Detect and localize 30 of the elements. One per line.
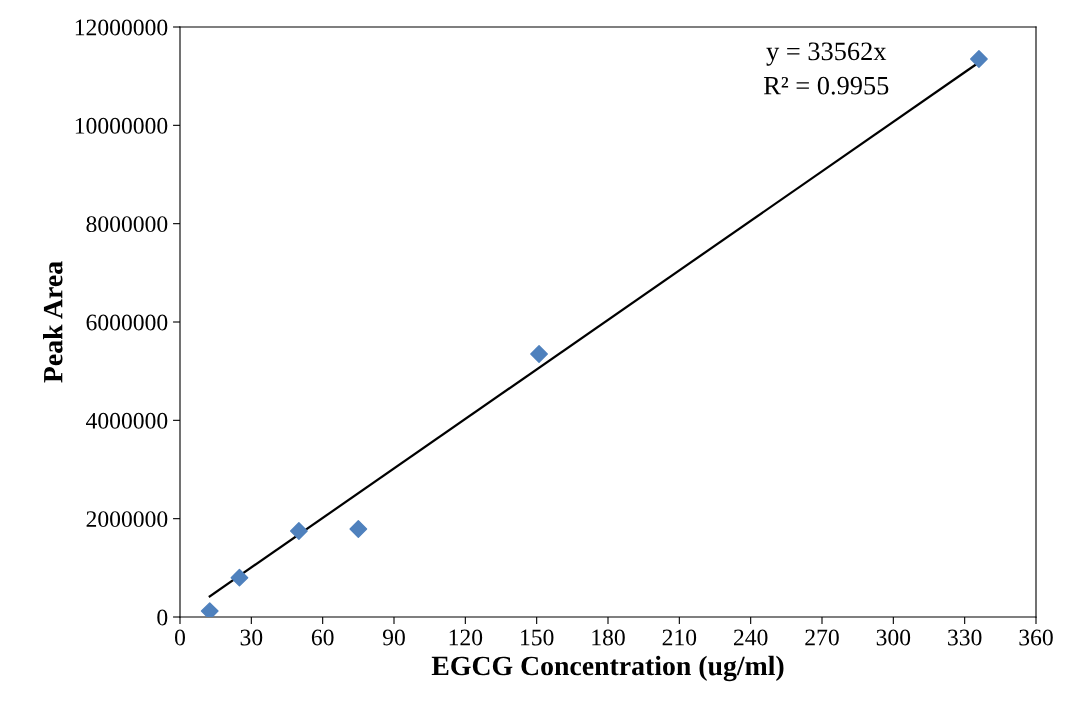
y-axis-title: Peak Area xyxy=(43,261,63,383)
y-tick-label: 2000000 xyxy=(86,511,168,528)
annotation: R² = 0.9955 xyxy=(763,76,889,95)
y-tick-label: 6000000 xyxy=(86,314,168,331)
point xyxy=(530,345,548,363)
x-tick-label: 270 xyxy=(805,629,839,646)
x-tick-label: 240 xyxy=(733,629,768,646)
point xyxy=(289,522,308,540)
y-tick-label: 10000000 xyxy=(75,117,168,134)
x-tick-label: 0 xyxy=(175,629,185,646)
x-tick-label: 210 xyxy=(662,629,697,646)
x-tick-label: 360 xyxy=(1019,629,1053,646)
y-tick-label: 0 xyxy=(157,609,168,626)
x-tick-label: 60 xyxy=(311,629,334,646)
x-tick-label: 120 xyxy=(449,629,483,646)
x-tick-label: 300 xyxy=(876,629,911,646)
x-tick-label: 30 xyxy=(240,629,263,646)
x-axis-title: EGCG Concentration (ug/ml) xyxy=(431,655,784,682)
point xyxy=(230,568,249,587)
annotation: y = 33562x xyxy=(766,42,887,66)
y-tick-label: 4000000 xyxy=(86,412,168,429)
point xyxy=(200,602,219,617)
x-tick-label: 90 xyxy=(382,629,405,646)
y-tick-label: 12000000 xyxy=(75,19,168,36)
point xyxy=(970,50,988,68)
point xyxy=(349,520,368,538)
x-tick-label: 330 xyxy=(948,629,982,646)
x-tick-label: 180 xyxy=(592,629,625,646)
y-tick-label: 8000000 xyxy=(86,216,168,233)
x-tick-label: 150 xyxy=(521,629,554,646)
